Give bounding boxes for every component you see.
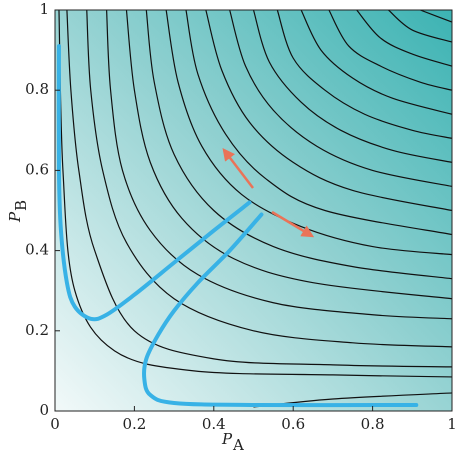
arrow <box>222 148 254 189</box>
contour-line <box>229 9 453 188</box>
trajectory-line <box>56 44 252 322</box>
x-tick-label: 0.8 <box>361 415 385 433</box>
contour-line <box>356 9 453 67</box>
contour-line <box>145 9 453 280</box>
contour-line <box>125 9 453 300</box>
contour-line <box>328 9 453 91</box>
x-axis-label: P <box>221 430 233 448</box>
contour-line <box>66 9 453 368</box>
contour-line <box>300 9 453 115</box>
y-tick-label: 0 <box>39 401 49 419</box>
contour-line <box>165 9 453 256</box>
contour-line <box>388 9 453 43</box>
contour-line <box>252 9 453 163</box>
contour-line <box>205 9 453 212</box>
contour-line <box>420 9 453 23</box>
y-axis-label-subscript: B <box>12 200 30 211</box>
contour-line <box>276 9 453 139</box>
y-tick-label: 0.2 <box>25 321 49 339</box>
x-axis-label-subscript: A <box>232 436 244 454</box>
x-tick-label: 0 <box>50 415 60 433</box>
y-axis-label: P <box>6 211 24 223</box>
x-tick-label: 1 <box>447 415 457 433</box>
y-tick-label: 0.4 <box>25 241 49 259</box>
trajectory-line <box>142 212 419 408</box>
x-tick-label: 0.6 <box>281 415 305 433</box>
x-tick-label: 0.4 <box>202 415 226 433</box>
y-tick-label: 0.8 <box>25 80 49 98</box>
contour-line <box>58 9 453 378</box>
plot-frame <box>54 9 453 412</box>
y-tick-label: 1 <box>39 0 49 18</box>
y-tick-label: 0.6 <box>25 160 49 178</box>
contour-line <box>86 9 453 348</box>
x-tick-label: 0.2 <box>122 415 146 433</box>
contour-line <box>185 9 453 236</box>
arrow <box>271 210 315 238</box>
